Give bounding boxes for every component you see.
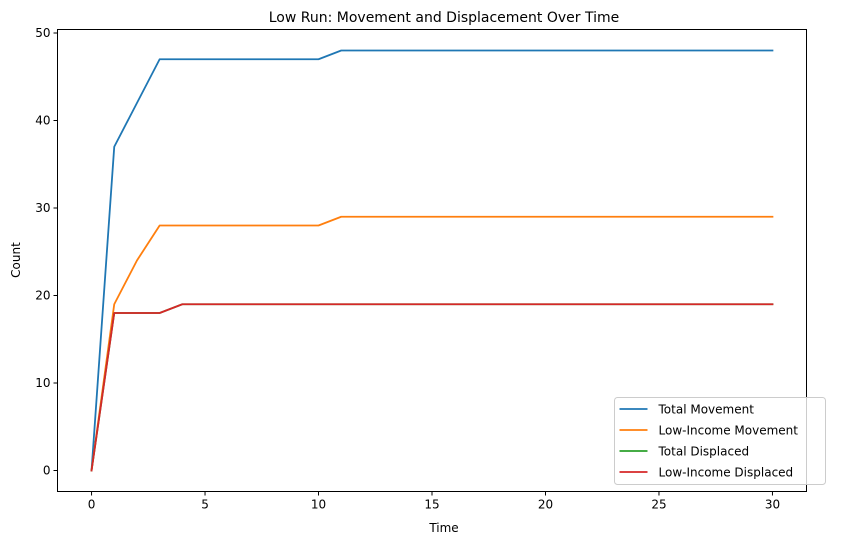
- y-axis-label: Count: [9, 242, 23, 278]
- series-line-4: [90, 303, 774, 472]
- series-line-2: [90, 215, 774, 472]
- y-tick-label: 0: [43, 464, 51, 478]
- x-tick-label: 5: [201, 498, 209, 512]
- y-axis-ticks: 0 10 20 30 40 50: [35, 26, 58, 478]
- x-axis-label: Time: [428, 521, 458, 535]
- x-tick-label: 25: [651, 498, 666, 512]
- series-line-1: [90, 49, 774, 472]
- y-tick-label: 30: [35, 201, 50, 215]
- legend: Total Movement Low-Income Movement Total D…: [614, 397, 826, 485]
- legend-label: Low-Income Movement: [659, 424, 799, 438]
- y-tick-label: 10: [35, 376, 50, 390]
- x-tick-label: 30: [765, 498, 780, 512]
- legend-label: Total Displaced: [658, 445, 750, 459]
- y-tick-label: 20: [35, 289, 50, 303]
- x-axis-ticks: 0 5 10 15 20 25 30: [88, 491, 780, 512]
- chart-title: Low Run: Movement and Displacement Over …: [269, 10, 620, 26]
- x-tick-label: 15: [424, 498, 439, 512]
- x-tick-label: 0: [88, 498, 96, 512]
- y-tick-label: 40: [35, 114, 50, 128]
- y-tick-label: 50: [35, 26, 50, 40]
- legend-box: [614, 397, 826, 485]
- legend-label: Low-Income Displaced: [659, 466, 794, 480]
- legend-label: Total Movement: [658, 403, 755, 417]
- x-tick-label: 10: [311, 498, 326, 512]
- x-tick-label: 20: [538, 498, 553, 512]
- plot-area: [90, 49, 774, 472]
